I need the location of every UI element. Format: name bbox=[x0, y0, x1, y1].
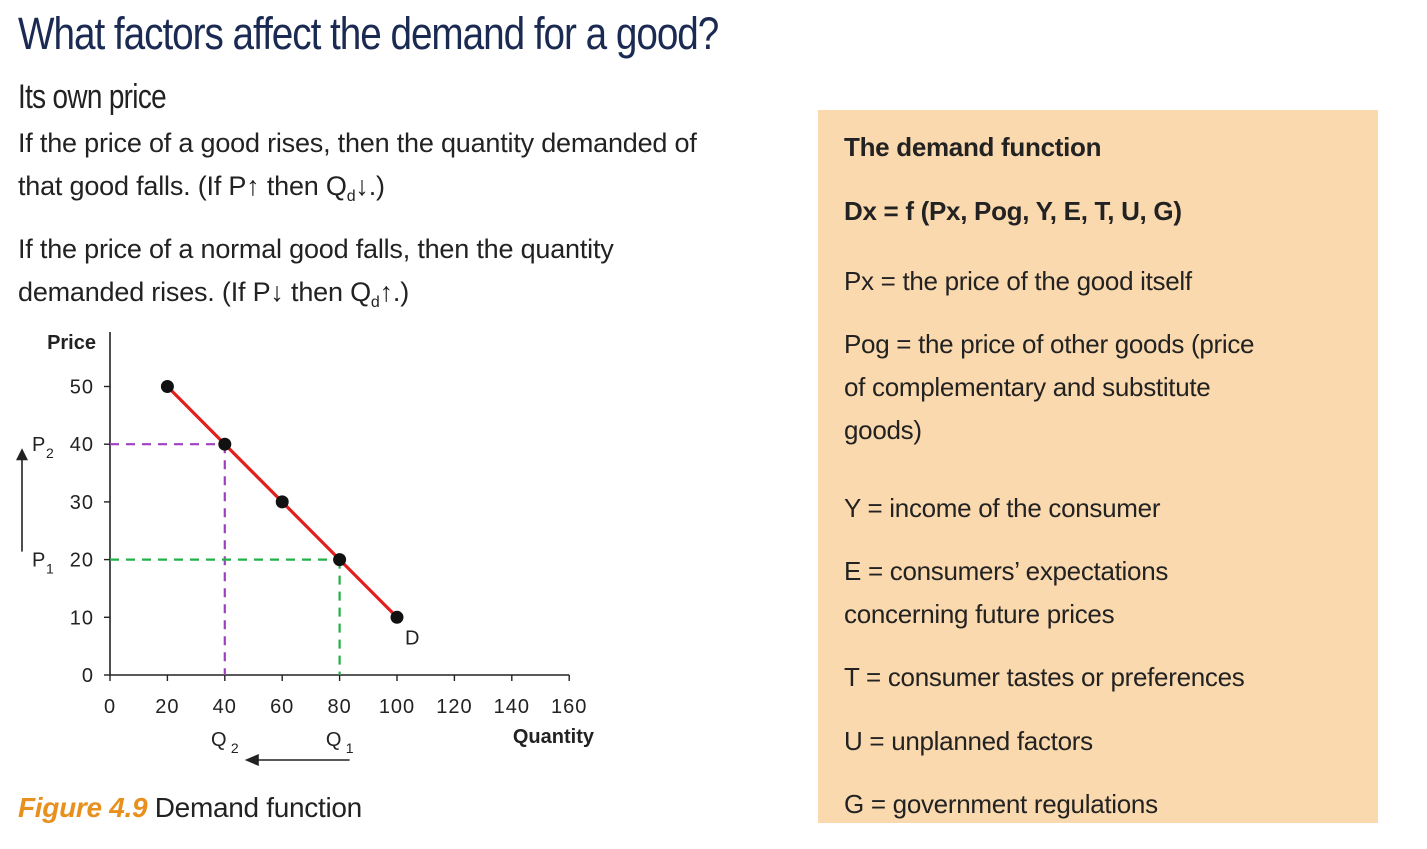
x-tick-label: 100 bbox=[379, 696, 415, 718]
data-point bbox=[275, 495, 289, 509]
text-span: .) bbox=[392, 277, 409, 307]
y-tick-label: 0 bbox=[82, 665, 94, 687]
price-level-subscript: 2 bbox=[46, 445, 54, 461]
definition-item: Pog = the price of other goods (price of … bbox=[844, 323, 1255, 452]
page-title: What factors affect the demand for a goo… bbox=[18, 8, 719, 59]
text-span: .) bbox=[368, 171, 385, 201]
definition-item: U = unplanned factors bbox=[844, 720, 1093, 763]
price-level-label: P bbox=[32, 550, 45, 572]
definition-line: Pog = the price of other goods (price bbox=[844, 329, 1255, 359]
text-span: then Q bbox=[259, 171, 347, 201]
quantity-level-subscript: 1 bbox=[346, 740, 354, 756]
paragraph-line: demanded rises. (If P↓ then Qd↑.) bbox=[18, 271, 614, 324]
figure-caption: Figure 4.9 Demand function bbox=[18, 792, 362, 824]
text-span: that good falls. (If P bbox=[18, 171, 247, 201]
paragraph-price-rise: If the price of a good rises, then the q… bbox=[18, 122, 697, 218]
definition-line: of complementary and substitute bbox=[844, 372, 1211, 402]
data-point bbox=[218, 437, 232, 451]
definition-item: Y = income of the consumer bbox=[844, 487, 1160, 530]
data-point bbox=[160, 380, 174, 393]
definition-item: G = government regulations bbox=[844, 783, 1158, 826]
price-level-label: P bbox=[32, 434, 45, 456]
definition-line: Y = income of the consumer bbox=[844, 493, 1161, 523]
quantity-level-label: Q bbox=[211, 729, 227, 751]
down-arrow-icon: ↓ bbox=[355, 171, 369, 201]
definition-line: concerning future prices bbox=[844, 599, 1115, 629]
y-tick-label: 20 bbox=[70, 550, 94, 572]
arrow-head-icon bbox=[244, 754, 259, 766]
down-arrow-icon: ↓ bbox=[270, 277, 284, 307]
box-title: The demand function bbox=[844, 132, 1102, 162]
definition-line: Px = the price of the good itself bbox=[844, 266, 1192, 296]
data-point bbox=[333, 553, 347, 567]
up-arrow-icon: ↑ bbox=[379, 277, 394, 307]
x-tick-label: 40 bbox=[213, 696, 237, 718]
definition-item: T = consumer tastes or preferences bbox=[844, 656, 1245, 699]
data-point bbox=[390, 610, 404, 624]
subscript: d bbox=[370, 294, 380, 311]
y-tick-label: 10 bbox=[70, 607, 94, 629]
x-tick-label: 120 bbox=[436, 696, 472, 718]
caption-text: Demand function bbox=[147, 792, 363, 823]
up-arrow-icon: ↑ bbox=[246, 171, 260, 201]
paragraph-line: that good falls. (If P↑ then Qd↓.) bbox=[18, 165, 697, 218]
arrow-head-icon bbox=[16, 448, 28, 461]
y-tick-label: 50 bbox=[70, 377, 94, 399]
definition-line: E = consumers’ expectations bbox=[844, 556, 1169, 586]
definition-item: E = consumers’ expectations concerning fu… bbox=[844, 550, 1168, 636]
figure-number: Figure 4.9 bbox=[18, 792, 148, 823]
paragraph-line: If the price of a good rises, then the q… bbox=[18, 128, 697, 158]
x-tick-label: 140 bbox=[494, 696, 530, 718]
text-span: demanded rises. (If P bbox=[18, 277, 271, 307]
subscript: d bbox=[346, 188, 356, 205]
series-label: D bbox=[405, 627, 419, 649]
definition-line: T = consumer tastes or preferences bbox=[844, 662, 1245, 692]
demand-function-box: The demand function Dx = f (Px, Pog, Y, … bbox=[818, 110, 1378, 823]
definition-item: Px = the price of the good itself bbox=[844, 260, 1192, 303]
text-span: then Q bbox=[283, 277, 371, 307]
paragraph-price-fall: If the price of a normal good falls, the… bbox=[18, 228, 614, 324]
x-tick-label: 20 bbox=[155, 696, 179, 718]
demand-chart: 0 10 20 30 40 50 0 20 40 60 80 100 120 140 160 Price Qua… bbox=[16, 332, 595, 766]
section-subtitle: Its own price bbox=[18, 78, 167, 116]
quantity-level-label: Q bbox=[326, 729, 342, 751]
y-tick-label: 30 bbox=[70, 492, 94, 514]
x-tick-label: 160 bbox=[551, 696, 587, 718]
definition-line: goods) bbox=[844, 415, 922, 445]
box-formula: Dx = f (Px, Pog, Y, E, T, U, G) bbox=[844, 196, 1182, 226]
x-tick-label: 60 bbox=[270, 696, 294, 718]
y-tick-label: 40 bbox=[70, 434, 94, 456]
price-level-subscript: 1 bbox=[46, 561, 54, 577]
definition-line: G = government regulations bbox=[844, 789, 1158, 819]
x-tick-label: 80 bbox=[327, 696, 351, 718]
x-tick-label: 0 bbox=[104, 696, 116, 718]
definition-line: U = unplanned factors bbox=[844, 726, 1093, 756]
x-axis-label: Quantity bbox=[513, 726, 595, 748]
y-axis-label: Price bbox=[47, 332, 96, 354]
paragraph-line: If the price of a normal good falls, the… bbox=[18, 234, 614, 264]
quantity-level-subscript: 2 bbox=[231, 740, 239, 756]
